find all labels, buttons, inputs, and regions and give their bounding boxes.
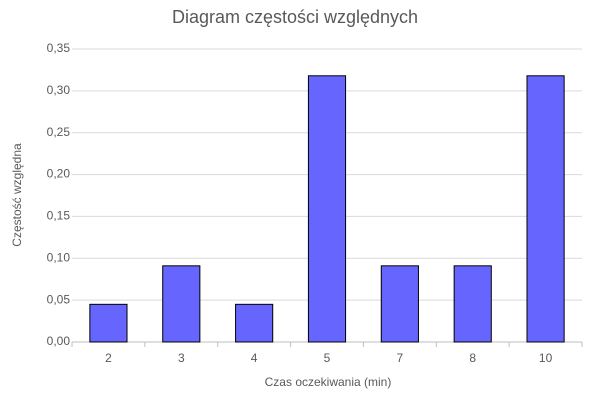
y-tick-label: 0,30 — [47, 83, 71, 97]
y-tick-label: 0,25 — [47, 125, 71, 139]
x-tick-label: 8 — [469, 351, 476, 365]
bar — [526, 75, 565, 343]
bar — [380, 265, 419, 343]
y-tick-label: 0,05 — [47, 292, 71, 306]
x-tick-label: 4 — [251, 351, 258, 365]
y-tick-label: 0,35 — [47, 41, 71, 55]
y-axis-label: Częstość względna — [10, 143, 24, 247]
x-tick-label: 5 — [324, 351, 331, 365]
bar — [235, 303, 274, 343]
bar — [307, 75, 347, 343]
y-tick-label: 0,10 — [47, 250, 71, 264]
y-tick-label: 0,00 — [47, 334, 71, 348]
y-tick-label: 0,15 — [47, 209, 71, 223]
bar — [162, 265, 201, 343]
x-tick-label: 2 — [105, 351, 112, 365]
bar — [453, 265, 492, 343]
bar — [89, 303, 128, 343]
x-tick-label: 7 — [397, 351, 404, 365]
x-tick-label: 3 — [178, 351, 185, 365]
y-tick-label: 0,20 — [47, 167, 71, 181]
x-tick-label: 10 — [539, 351, 553, 365]
chart-title: Diagram częstości względnych — [172, 7, 418, 27]
x-axis-label: Czas oczekiwania (min) — [265, 375, 392, 389]
